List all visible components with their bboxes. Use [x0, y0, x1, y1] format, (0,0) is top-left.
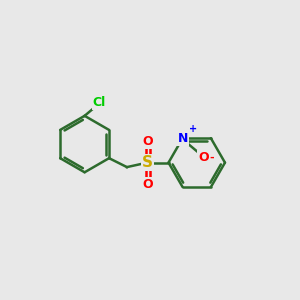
Text: Cl: Cl — [93, 96, 106, 109]
Text: N: N — [177, 132, 188, 145]
Text: -: - — [209, 153, 214, 163]
Text: +: + — [189, 124, 197, 134]
Text: O: O — [198, 151, 209, 164]
Text: O: O — [142, 178, 153, 190]
Text: O: O — [142, 135, 153, 148]
Text: S: S — [142, 155, 153, 170]
